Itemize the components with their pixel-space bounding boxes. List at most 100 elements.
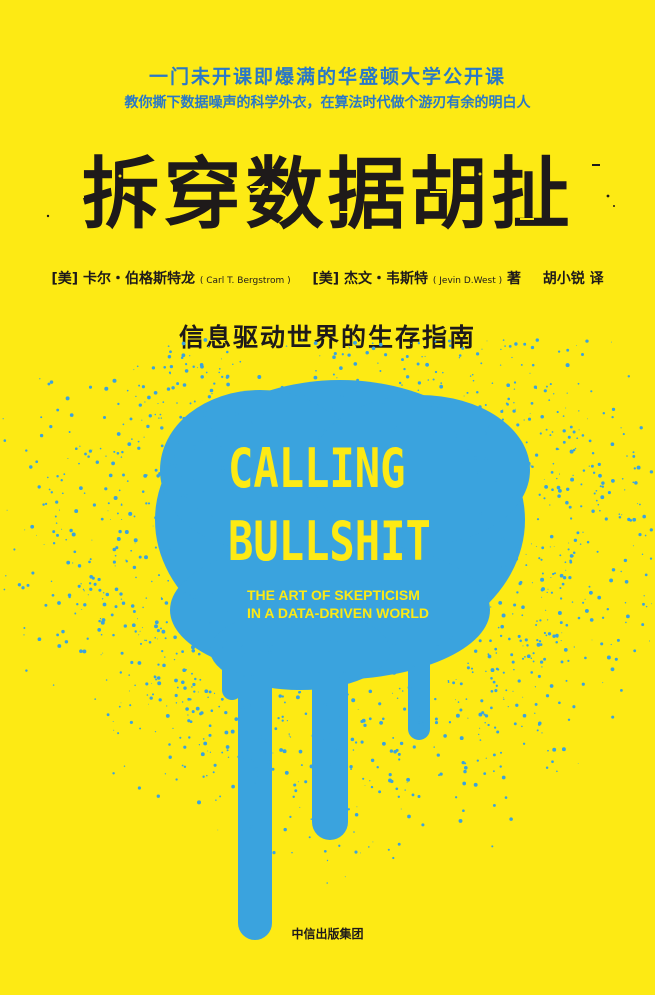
spray-speckle <box>440 417 442 419</box>
spray-speckle <box>175 582 177 584</box>
spray-speckle <box>297 781 299 783</box>
spray-speckle <box>368 689 373 694</box>
spray-speckle <box>546 591 548 594</box>
spray-speckle <box>541 596 543 598</box>
spray-speckle <box>176 686 179 689</box>
spray-speckle <box>539 432 542 435</box>
spray-speckle <box>467 662 469 665</box>
spray-speckle <box>174 693 178 698</box>
spray-speckle <box>141 419 143 421</box>
spray-speckle <box>523 477 525 479</box>
spray-speckle <box>167 354 172 359</box>
spray-speckle <box>484 404 487 406</box>
spray-speckle <box>470 588 474 592</box>
spray-speckle <box>364 784 366 786</box>
spray-speckle <box>595 489 598 492</box>
spray-speckle <box>541 572 544 575</box>
spray-speckle <box>624 602 627 604</box>
spray-speckle <box>562 576 567 580</box>
spray-speckle <box>388 773 392 777</box>
spray-speckle <box>123 765 126 767</box>
spray-speckle <box>82 649 87 654</box>
spray-speckle <box>558 701 561 705</box>
spray-speckle <box>422 720 424 723</box>
spray-speckle <box>486 340 488 342</box>
spray-speckle <box>63 473 66 476</box>
spray-speckle <box>511 356 513 359</box>
spray-speckle <box>588 590 593 595</box>
spray-speckle <box>99 617 102 620</box>
spray-speckle <box>567 659 570 662</box>
spray-speckle <box>601 481 605 485</box>
spray-speckle <box>552 634 556 638</box>
spray-speckle <box>157 663 160 666</box>
spray-speckle <box>548 399 551 401</box>
spray-speckle <box>112 560 116 564</box>
spray-speckle <box>579 543 582 545</box>
spray-speckle <box>179 475 182 478</box>
spray-speckle <box>396 389 399 392</box>
spray-speckle <box>449 635 453 640</box>
spray-speckle <box>343 670 346 673</box>
spray-speckle <box>262 429 264 432</box>
spray-speckle <box>91 539 93 541</box>
spray-speckle <box>156 629 160 633</box>
spray-speckle <box>100 633 103 636</box>
spray-speckle <box>604 517 608 521</box>
spray-speckle <box>3 588 6 591</box>
spray-speckle <box>625 621 627 624</box>
spray-speckle <box>251 758 255 762</box>
spray-speckle <box>193 690 196 693</box>
spray-speckle <box>626 614 630 619</box>
spray-speckle <box>545 428 548 431</box>
spray-speckle <box>247 703 251 708</box>
spray-speckle <box>199 678 202 681</box>
spray-speckle <box>155 678 158 681</box>
spray-speckle <box>384 353 388 357</box>
spray-speckle <box>309 764 314 769</box>
spray-speckle <box>153 675 157 679</box>
spray-speckle <box>142 606 144 609</box>
spray-speckle <box>172 727 174 730</box>
spray-speckle <box>439 772 443 776</box>
spray-speckle <box>568 542 570 544</box>
spray-speckle <box>247 827 251 831</box>
spray-speckle <box>490 689 494 693</box>
spray-speckle <box>331 787 335 791</box>
spray-speckle <box>197 652 201 656</box>
spray-speckle <box>536 620 538 622</box>
spray-speckle <box>79 649 83 653</box>
spray-speckle <box>577 763 579 764</box>
spray-speckle <box>88 449 92 453</box>
spray-speckle <box>160 444 164 448</box>
spray-speckle <box>436 404 441 409</box>
spray-speckle <box>128 674 131 676</box>
spray-speckle <box>561 582 565 586</box>
spray-speckle <box>588 585 591 588</box>
spray-speckle <box>148 414 152 418</box>
spray-speckle <box>178 518 180 520</box>
spray-speckle <box>559 587 562 589</box>
spray-speckle <box>391 692 394 694</box>
spray-speckle <box>315 826 318 829</box>
spray-speckle <box>139 642 143 645</box>
spray-speckle <box>124 530 129 534</box>
spray-speckle <box>454 399 457 403</box>
spray-speckle <box>550 576 552 579</box>
spray-speckle <box>57 644 62 648</box>
spray-speckle <box>397 752 401 756</box>
spray-speckle <box>116 432 121 436</box>
spray-speckle <box>227 610 229 612</box>
spray-speckle <box>472 379 475 382</box>
spray-speckle <box>323 738 325 740</box>
spray-speckle <box>506 383 511 388</box>
spray-speckle <box>2 418 4 420</box>
spray-speckle <box>515 408 516 410</box>
spray-speckle <box>293 783 297 787</box>
spray-speckle <box>300 392 302 394</box>
spray-speckle <box>398 687 401 690</box>
spray-speckle <box>581 682 585 686</box>
spray-speckle <box>621 477 624 480</box>
spray-speckle <box>52 530 56 534</box>
spray-speckle <box>254 767 259 772</box>
